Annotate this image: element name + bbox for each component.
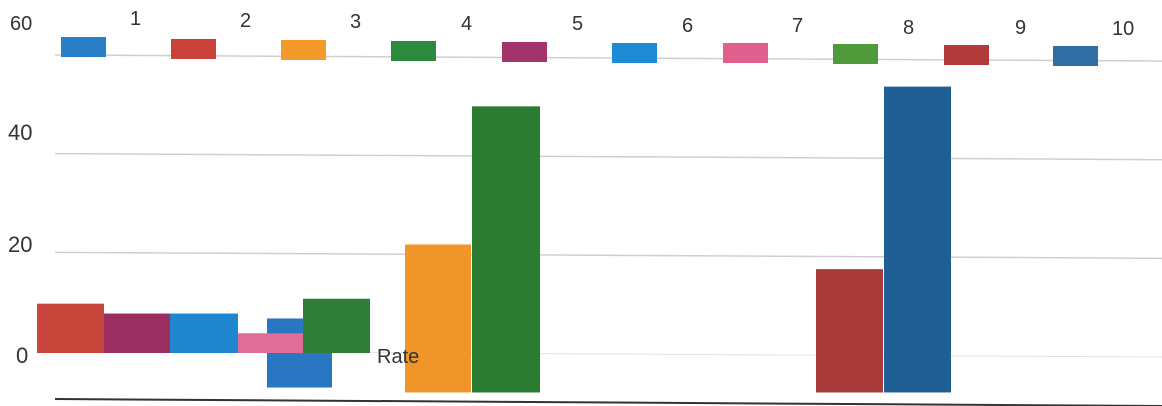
legend-swatch: [833, 44, 878, 64]
legend-swatch: [1053, 46, 1098, 66]
legend-swatch: [391, 41, 436, 61]
y-tick-label: 60: [10, 13, 32, 35]
gridlines: [54, 54, 1162, 358]
bar-series-10: [884, 86, 951, 393]
legend-label: 4: [461, 13, 472, 35]
legend-label: 2: [240, 10, 251, 32]
legend-label: 6: [682, 15, 693, 37]
y-axis-ticks: 60 40 20 0: [8, 13, 32, 368]
legend-swatch: [944, 45, 989, 65]
bar-series-2: [37, 303, 104, 353]
legend-swatch: [502, 42, 547, 62]
bar-series-6: [170, 313, 238, 353]
y-tick-label: 0: [16, 343, 28, 368]
bar-series-5: [104, 313, 170, 353]
bar-series-4: [472, 106, 540, 393]
gridline: [54, 251, 1162, 260]
legend-label: 7: [792, 15, 803, 37]
legend-label: 9: [1015, 17, 1026, 39]
bar-series-9: [816, 269, 883, 393]
y-tick-label: 40: [8, 120, 32, 145]
legend-label: 8: [903, 17, 914, 39]
bar-series-7: [238, 333, 306, 353]
legend-swatch: [723, 43, 768, 63]
gridline: [54, 152, 1162, 161]
legend-swatch: [612, 43, 657, 63]
legend-label: 3: [350, 11, 361, 33]
legend-label: 5: [572, 13, 583, 35]
gridline: [54, 54, 1162, 62]
bar-series-3: [405, 244, 471, 393]
bars: [37, 86, 951, 393]
legend-swatch: [171, 39, 216, 59]
x-axis-line: [54, 398, 1162, 406]
rate-annotation: Rate: [377, 346, 419, 368]
bar-series-4: [303, 298, 370, 353]
legend-swatch: [61, 37, 106, 57]
legend: 1 2 3 4 5 6 7 8 9 10: [61, 8, 1134, 66]
legend-label: 10: [1112, 18, 1134, 40]
legend-label: 1: [130, 8, 141, 30]
y-tick-label: 20: [8, 232, 32, 257]
legend-swatch: [281, 40, 326, 60]
